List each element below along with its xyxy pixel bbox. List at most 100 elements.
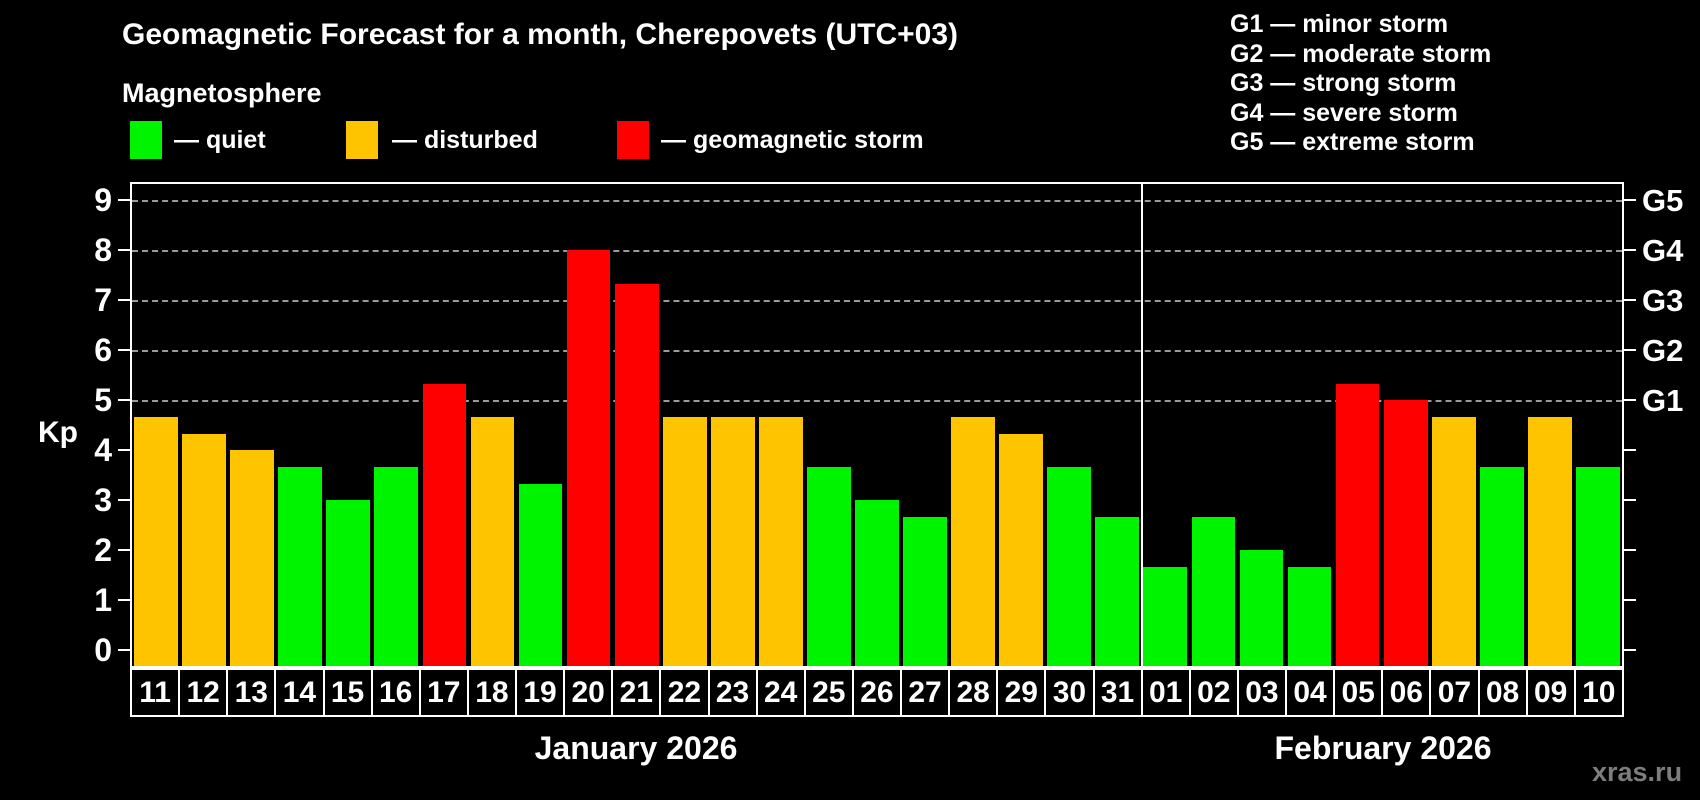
g-level-label-G5: G5: [1642, 183, 1684, 218]
day-label-23: 23: [707, 668, 758, 717]
month-divider-line: [1141, 184, 1144, 666]
month-label-february: February 2026: [1274, 730, 1492, 766]
y-tick-left-6: [118, 349, 130, 351]
kp-bar-day-28: [951, 416, 995, 666]
bar-slot-day-22: [661, 184, 709, 666]
day-labels-row: 11 12 13 14 15 16 17 18 19 20 21 22 23 24 25 26 27 28 29 30…: [130, 668, 1624, 717]
y-tick-left-3: [118, 499, 130, 501]
gridline-kp-7: [132, 300, 1622, 302]
month-label-january: January 2026: [534, 730, 738, 766]
y-tick-left-5: [118, 399, 130, 401]
kp-bar-day-09: [1527, 416, 1572, 666]
day-label-01: 01: [1140, 668, 1191, 717]
legend-swatch-storm: [617, 121, 649, 159]
kp-bar-day-20: [566, 250, 611, 666]
bar-slot-day-16: [372, 184, 420, 666]
y-tick-label-2: 2: [94, 532, 112, 568]
kp-bar-day-18: [470, 416, 515, 666]
day-label-26: 26: [851, 668, 902, 717]
day-label-09: 09: [1525, 668, 1576, 717]
plot-area: [130, 182, 1624, 668]
day-label-10: 10: [1573, 668, 1624, 717]
gridline-kp-8: [132, 250, 1622, 252]
bar-slot-day-31: [1093, 184, 1141, 666]
bar-slot-day-26: [853, 184, 901, 666]
y-tick-right-4: [1624, 449, 1636, 451]
chart-subtitle: Magnetosphere: [122, 78, 322, 108]
g-legend-line: G4 — severe storm: [1230, 98, 1458, 127]
g-legend-line: G2 — moderate storm: [1230, 39, 1492, 68]
bar-slot-day-23: [709, 184, 757, 666]
y-tick-label-5: 5: [94, 382, 112, 418]
bar-slot-day-09: [1526, 184, 1574, 666]
day-label-02: 02: [1188, 668, 1239, 717]
day-label-05: 05: [1333, 668, 1384, 717]
kp-bar-day-10: [1576, 466, 1620, 666]
day-label-28: 28: [948, 668, 999, 717]
bars-container: [132, 184, 1622, 666]
y-tick-left-8: [118, 249, 130, 251]
legend-label-quiet: — quiet: [174, 126, 266, 154]
bar-slot-day-19: [517, 184, 565, 666]
day-label-20: 20: [563, 668, 614, 717]
bar-slot-day-06: [1382, 184, 1430, 666]
y-tick-right-6: [1624, 349, 1636, 351]
y-tick-left-9: [118, 199, 130, 201]
y-tick-right-2: [1624, 549, 1636, 551]
y-tick-left-2: [118, 549, 130, 551]
y-tick-left-7: [118, 299, 130, 301]
bar-slot-day-24: [757, 184, 805, 666]
kp-bar-day-01: [1143, 566, 1188, 666]
y-tick-label-4: 4: [94, 432, 112, 468]
day-label-03: 03: [1236, 668, 1287, 717]
y-tick-right-3: [1624, 499, 1636, 501]
y-tick-label-6: 6: [94, 332, 112, 368]
y-tick-label-0: 0: [94, 632, 112, 668]
bar-slot-day-18: [468, 184, 516, 666]
day-label-24: 24: [755, 668, 806, 717]
day-label-14: 14: [274, 668, 325, 717]
day-label-08: 08: [1477, 668, 1528, 717]
bar-slot-day-12: [180, 184, 228, 666]
day-label-13: 13: [226, 668, 277, 717]
y-tick-label-3: 3: [94, 482, 112, 518]
watermark: xras.ru: [1592, 757, 1683, 787]
bar-slot-day-21: [613, 184, 661, 666]
y-tick-label-8: 8: [94, 232, 112, 268]
kp-bar-day-23: [710, 416, 755, 666]
kp-bar-day-06: [1383, 400, 1428, 666]
y-tick-right-7: [1624, 299, 1636, 301]
kp-bar-day-19: [518, 483, 563, 666]
day-label-31: 31: [1092, 668, 1143, 717]
bar-slot-day-14: [276, 184, 324, 666]
bar-slot-day-03: [1237, 184, 1285, 666]
bar-slot-day-28: [949, 184, 997, 666]
day-label-15: 15: [322, 668, 373, 717]
y-tick-right-5: [1624, 399, 1636, 401]
legend-swatch-disturbed: [346, 121, 378, 159]
y-axis-title: Kp: [38, 416, 78, 449]
bar-slot-day-01: [1141, 184, 1189, 666]
bar-slot-day-15: [324, 184, 372, 666]
kp-bar-day-05: [1335, 383, 1380, 666]
bar-slot-day-29: [997, 184, 1045, 666]
day-label-30: 30: [1044, 668, 1095, 717]
day-label-04: 04: [1285, 668, 1336, 717]
bar-slot-day-10: [1574, 184, 1622, 666]
kp-bar-day-14: [278, 466, 323, 666]
g-level-label-G1: G1: [1642, 383, 1684, 418]
day-label-21: 21: [611, 668, 662, 717]
day-label-27: 27: [900, 668, 951, 717]
kp-bar-day-27: [903, 516, 947, 666]
kp-bar-day-29: [999, 433, 1044, 666]
kp-bar-day-16: [374, 466, 419, 666]
day-label-22: 22: [659, 668, 710, 717]
gridline-kp-5: [132, 400, 1622, 402]
bar-slot-day-30: [1045, 184, 1093, 666]
kp-bar-day-22: [662, 416, 707, 666]
kp-bar-day-21: [614, 283, 659, 666]
legend-label-storm: — geomagnetic storm: [661, 126, 924, 154]
kp-bar-day-02: [1191, 516, 1236, 666]
day-label-16: 16: [370, 668, 421, 717]
